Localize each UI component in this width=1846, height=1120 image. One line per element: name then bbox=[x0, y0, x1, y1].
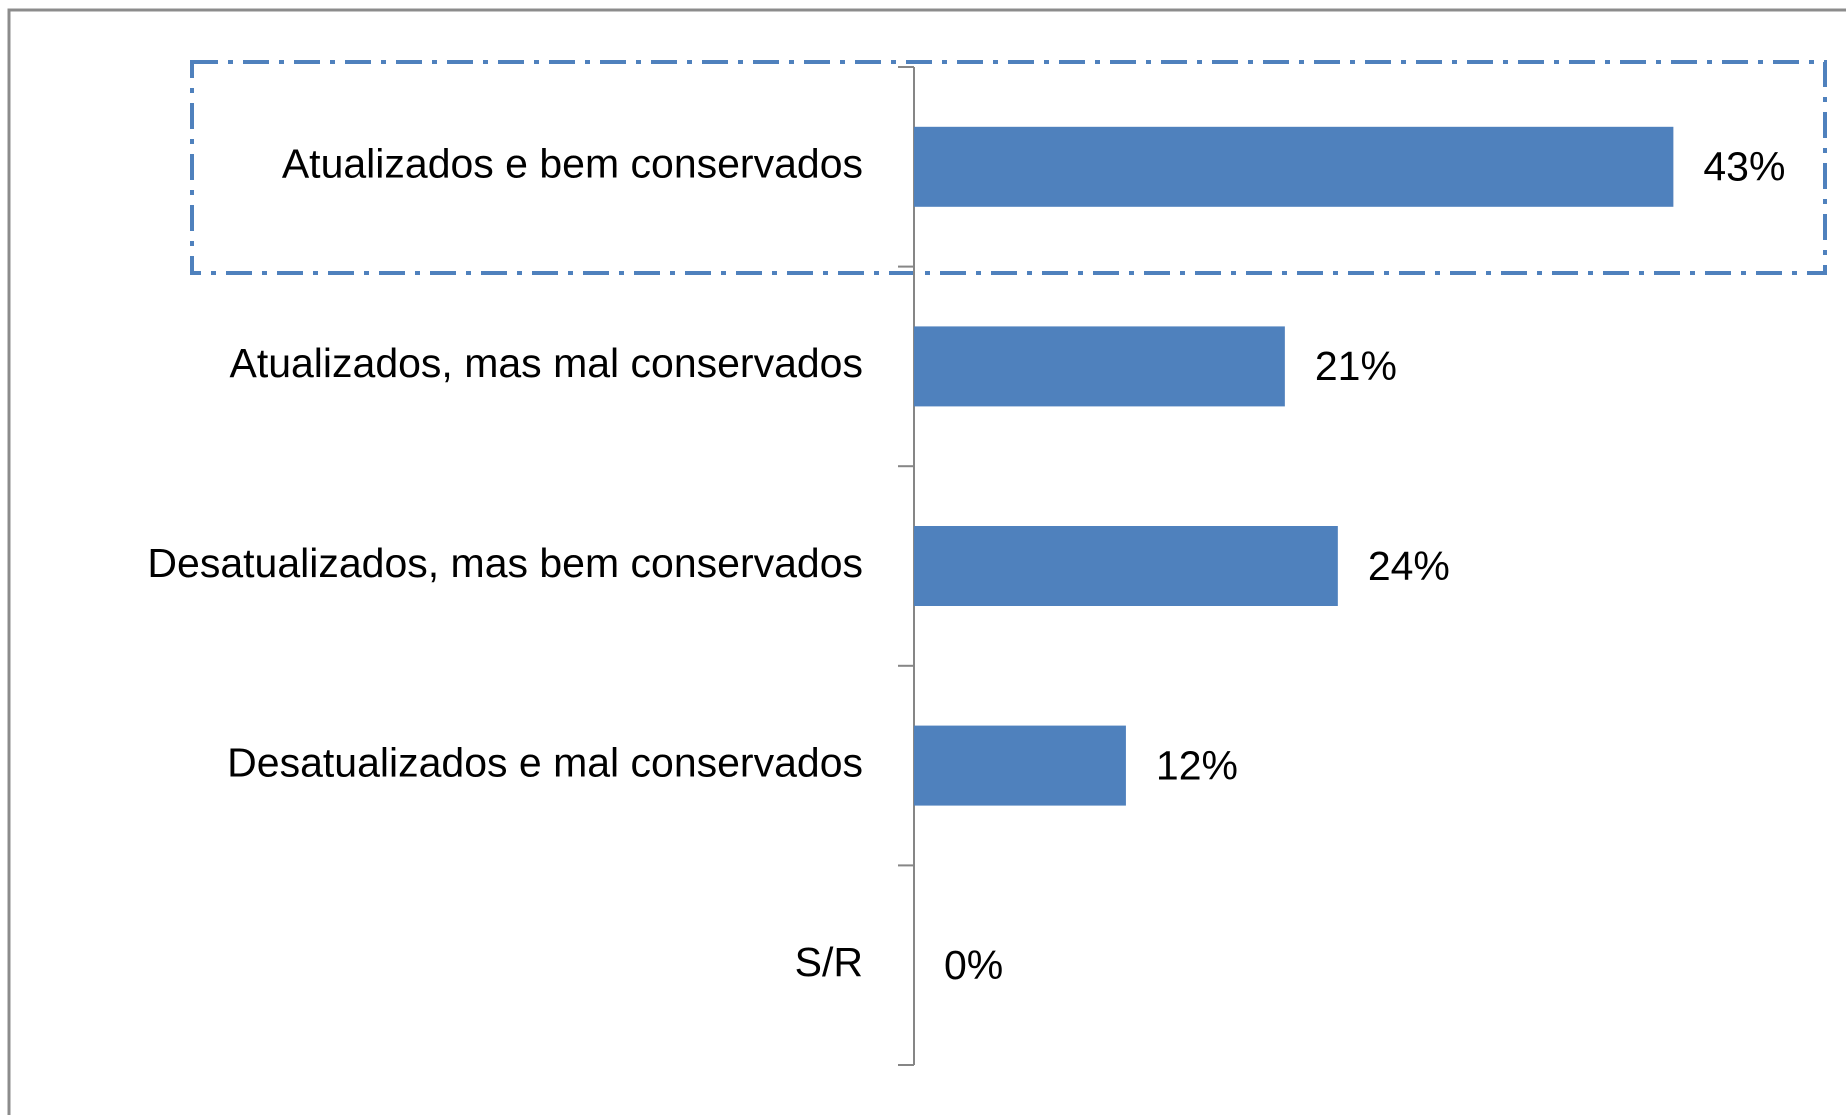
highlight-box bbox=[190, 60, 1827, 275]
value-label: 43% bbox=[1703, 144, 1785, 190]
bar bbox=[914, 126, 1674, 207]
value-label: 12% bbox=[1156, 742, 1238, 788]
category-label: Desatualizados, mas bem conservados bbox=[147, 540, 863, 586]
chart-frame bbox=[7, 8, 1846, 1115]
category-label: Atualizados e bem conservados bbox=[282, 141, 863, 187]
category-label: S/R bbox=[795, 939, 863, 985]
category-label: Desatualizados e mal conservados bbox=[227, 739, 863, 785]
bar bbox=[914, 725, 1126, 806]
value-label: 21% bbox=[1315, 343, 1397, 389]
value-label: 24% bbox=[1368, 543, 1450, 589]
category-label: Atualizados, mas mal conservados bbox=[229, 340, 863, 386]
bar bbox=[914, 326, 1285, 407]
bar bbox=[914, 526, 1338, 606]
value-label: 0% bbox=[944, 942, 1003, 988]
